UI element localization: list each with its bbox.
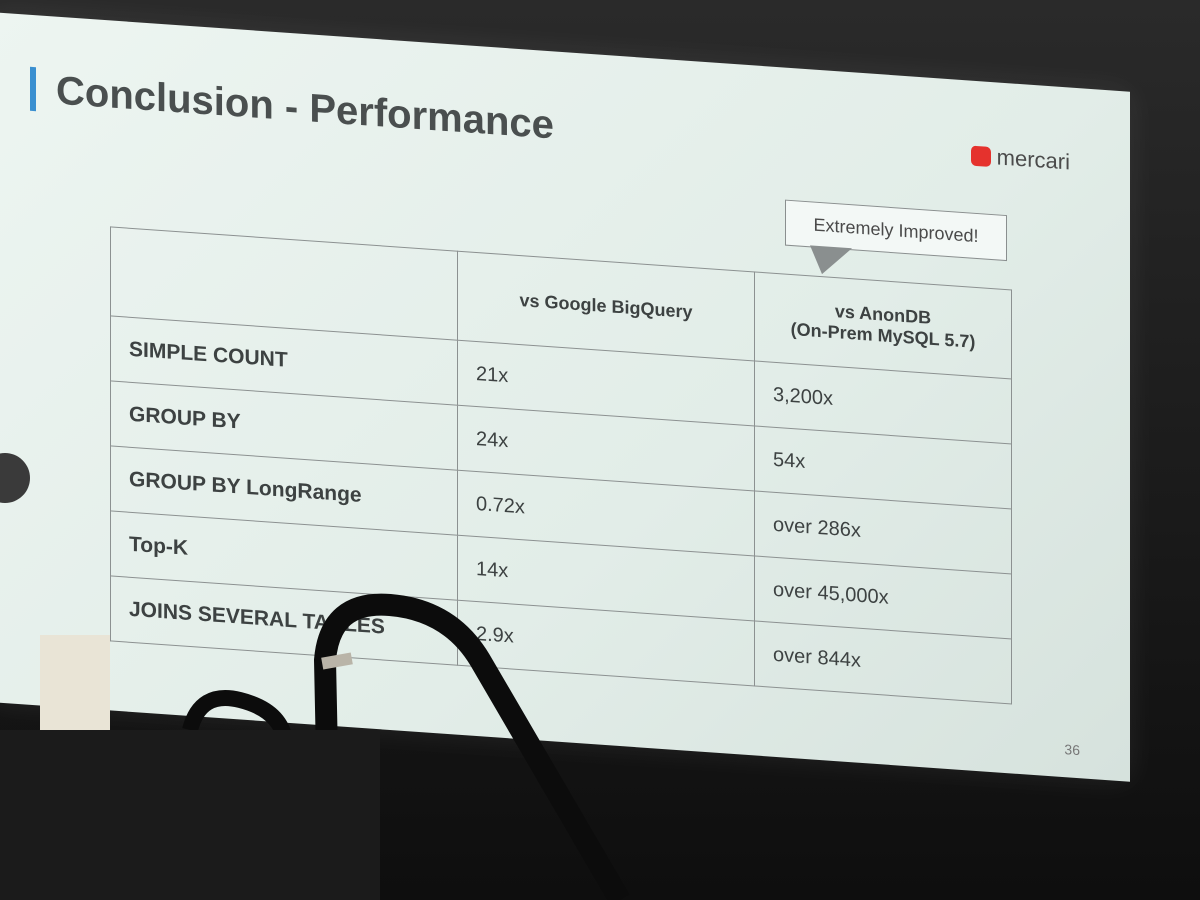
slide-title: Conclusion - Performance — [30, 66, 554, 148]
callout-tail — [810, 245, 852, 277]
table-body: SIMPLE COUNT 21x 3,200x GROUP BY 24x 54x GROUP… — [110, 315, 1012, 704]
column-name: vs Google BigQuery — [519, 289, 693, 322]
performance-table: vs Google BigQuery vs AnonDB (On-Prem MyS… — [110, 226, 1012, 704]
logo: mercari — [971, 143, 1070, 176]
page-number: 36 — [1064, 741, 1080, 759]
slide: Conclusion - Performance mercari Extreme… — [0, 12, 1130, 782]
